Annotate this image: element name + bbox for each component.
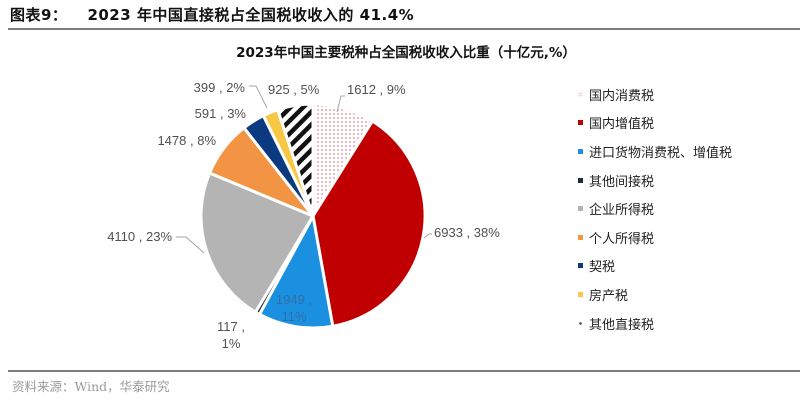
top-divider	[8, 28, 800, 30]
legend: 国内消费税国内增值税进口货物消费税、增值税 其他间接税企业所得税个人所得税契税房产…	[578, 80, 732, 337]
data-label: 117 , 1%	[217, 319, 245, 351]
legend-item: 房产税	[578, 280, 732, 309]
pie-slices	[199, 102, 427, 330]
pie-slice-2	[311, 119, 427, 328]
bottom-divider	[8, 370, 800, 372]
legend-label: 房产税	[589, 288, 629, 304]
legend-label: 契税	[589, 260, 616, 276]
pie-slice-5	[199, 171, 315, 314]
source-note: 资料来源：Wind，华泰研究	[12, 379, 170, 394]
legend-label: 其他直接税	[589, 317, 655, 333]
data-labels: 1612 , 9% 6933 , 38% 1949 , 11% 117 , 1% 4110 …	[107, 80, 500, 351]
legend-swatch-icon	[578, 120, 583, 126]
legend-item: 其他直接税	[578, 309, 732, 338]
data-label: 1949 , 11%	[276, 292, 312, 324]
legend-label: 个人所得税	[589, 231, 655, 247]
legend-swatch-icon	[578, 91, 583, 97]
legend-label: 企业所得税	[589, 203, 655, 219]
data-label: 4110 , 23%	[107, 229, 172, 244]
legend-item: 个人所得税	[578, 223, 732, 252]
data-label: 1478 , 8%	[157, 133, 216, 148]
data-label: 591 , 3%	[195, 106, 247, 121]
data-label: 1612 , 9%	[347, 82, 406, 97]
legend-swatch-icon	[578, 206, 583, 212]
legend-item: 国内增值税	[578, 109, 732, 138]
legend-label: 国内增值税	[589, 117, 655, 133]
data-label: 925 , 5%	[268, 82, 320, 97]
pie-slice-9	[276, 102, 315, 218]
legend-swatch-icon	[578, 234, 583, 240]
legend-swatch-icon	[578, 263, 583, 269]
leader-lines	[176, 85, 432, 254]
legend-item: 契税	[578, 252, 732, 281]
data-label: 6933 , 38%	[434, 225, 500, 240]
legend-swatch-icon	[578, 320, 583, 326]
figure-title: 图表9： 2023 年中国直接税占全国税收收入的 41.4%	[10, 4, 414, 25]
legend-swatch-icon	[578, 291, 583, 297]
legend-swatch-icon	[578, 177, 583, 183]
legend-label: 进口货物消费税、增值税	[589, 145, 733, 161]
chart-title: 2023年中国主要税种占全国税收收入比重（十亿元,%）	[236, 45, 576, 61]
legend-item: 国内消费税	[578, 80, 732, 109]
legend-item: 进口货物消费税、增值税	[578, 137, 732, 166]
legend-label: 国内消费税	[589, 88, 655, 104]
figure-title-text: 2023 年中国直接税占全国税收收入的 41.4%	[87, 6, 415, 24]
legend-item: 企业所得税	[578, 194, 732, 223]
legend-swatch-icon	[578, 148, 583, 154]
data-label: 399 , 2%	[194, 80, 246, 95]
legend-label: 其他间接税	[589, 174, 655, 190]
figure-label: 图表9：	[10, 6, 68, 24]
legend-item: 其他间接税	[578, 166, 732, 195]
